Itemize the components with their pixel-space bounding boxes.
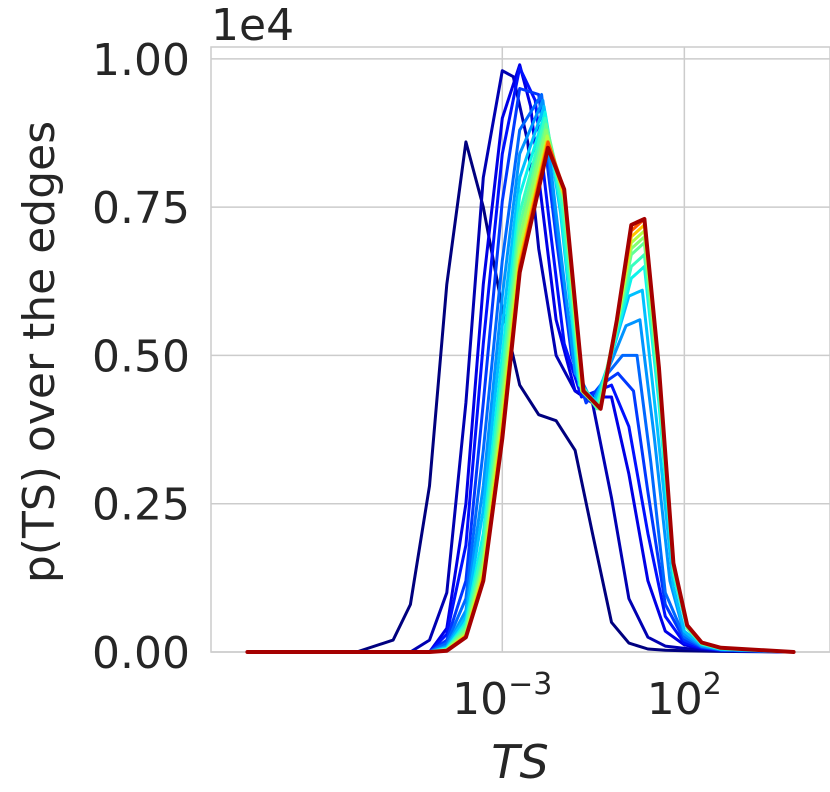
series-line-4 [245, 66, 796, 654]
plot-area-frame [210, 46, 830, 653]
y-tick-label: 1.00 [92, 35, 190, 86]
y-tick-label: 0.00 [92, 628, 190, 679]
x-tick-base: 10 [647, 674, 703, 725]
x-axis-label: TS [491, 735, 548, 789]
y-tick-label: 0.75 [92, 183, 190, 234]
grid-lines [211, 47, 830, 653]
series-line-16 [245, 145, 796, 654]
series-line-3 [245, 63, 796, 654]
x-tick-exponent: −3 [508, 667, 552, 702]
y-tick-labels: 0.00 0.25 0.50 0.75 1.00 [92, 35, 190, 679]
offset-label: 1e4 [211, 0, 294, 51]
y-axis-label: p(TS) over the edges [14, 121, 65, 583]
x-tick-base: 10 [452, 674, 508, 725]
x-tick-label: 102 [647, 667, 722, 725]
series-line-1 [245, 140, 796, 654]
y-tick-label: 0.50 [92, 331, 190, 382]
y-tick-label: 0.25 [92, 480, 190, 531]
series-lines [245, 63, 796, 654]
series-line-2 [245, 69, 796, 654]
x-tick-labels: 10−3 102 [452, 667, 722, 725]
x-tick-exponent: 2 [703, 667, 722, 702]
x-tick-label: 10−3 [452, 667, 552, 725]
